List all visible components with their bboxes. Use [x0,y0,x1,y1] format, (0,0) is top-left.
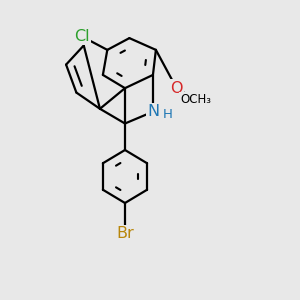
Text: O: O [170,81,183,96]
Text: Cl: Cl [74,29,90,44]
Text: OCH₃: OCH₃ [180,93,211,106]
Text: Br: Br [116,226,134,242]
Text: N: N [147,104,159,119]
Text: H: H [163,108,172,121]
